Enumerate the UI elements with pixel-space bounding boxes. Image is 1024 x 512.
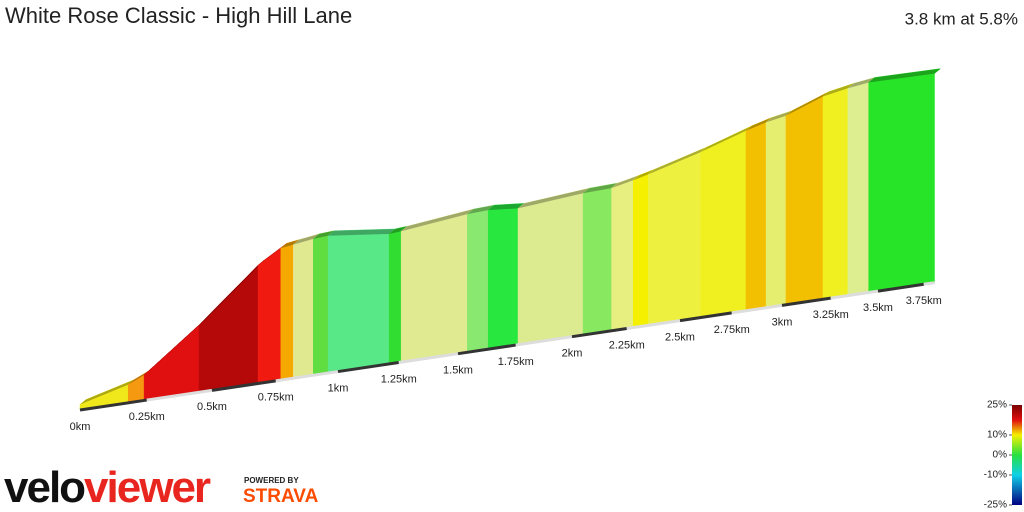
profile-top-shade: [633, 169, 655, 181]
profile-top-shade: [128, 369, 151, 385]
axis-tick: [515, 335, 573, 347]
x-tick-label: 3km: [772, 316, 793, 328]
profile-face: [517, 192, 584, 346]
axis-tick: [211, 379, 276, 392]
x-tick-label: 0.75km: [258, 392, 294, 404]
profile-top-shade: [745, 117, 773, 131]
axis-tick: [679, 311, 732, 323]
chart-title: White Rose Classic - High Hill Lane: [5, 3, 352, 28]
profile-top-shade: [80, 379, 135, 405]
profile-top-shade: [258, 243, 287, 266]
profile-face: [822, 87, 849, 300]
x-tick-label: 0km: [70, 421, 91, 433]
profile-face: [847, 82, 869, 296]
x-tick-label: 1.25km: [381, 373, 417, 385]
profile-top-shade: [583, 183, 618, 194]
axis-tick: [923, 281, 935, 286]
profile-face: [143, 324, 200, 401]
colorbar-label: 10%: [987, 430, 1007, 441]
axis-tick: [877, 282, 924, 293]
colorbar-label: -10%: [984, 470, 1007, 481]
axis-tick: [781, 296, 831, 307]
axis-tick: [337, 361, 399, 374]
profile-top-shade: [313, 230, 335, 239]
colorbar-label: -25%: [984, 500, 1007, 511]
strava: STRAVA: [243, 486, 319, 507]
x-tick-label: 3.25km: [813, 309, 849, 321]
profile-top-shade: [467, 205, 495, 215]
axis-tick: [731, 303, 783, 315]
axis-tick: [457, 343, 516, 356]
logo-velo: velo: [4, 463, 85, 512]
profile-top-shade: [280, 239, 300, 249]
profile-face: [388, 230, 402, 365]
axis-tick: [571, 327, 627, 339]
axis-tick: [275, 370, 339, 383]
x-tick-label: 2km: [562, 348, 583, 360]
profile-top-shade: [611, 175, 640, 189]
profile-face: [313, 235, 329, 376]
profile-face: [632, 174, 649, 328]
colorbar: [1012, 405, 1022, 505]
axis-tick: [398, 352, 459, 364]
profile-face: [293, 238, 314, 379]
axis-tick: [830, 289, 879, 300]
colorbar-label: 25%: [987, 400, 1007, 411]
profile-face: [327, 233, 390, 374]
profile-face: [487, 208, 519, 350]
chart-subtitle: 3.8 km at 5.8%: [905, 9, 1018, 28]
profile-top-shade: [293, 233, 320, 245]
profile-face: [280, 244, 294, 381]
axis-tick: [79, 398, 147, 412]
x-tick-label: 1.75km: [498, 356, 534, 368]
profile-top-shade: [488, 203, 525, 211]
profile-top-shade: [199, 260, 265, 325]
profile-face: [647, 151, 702, 326]
profile-face: [400, 213, 468, 363]
profile-face: [582, 187, 612, 336]
x-tick-label: 3.5km: [863, 302, 893, 314]
profile-top-shade: [847, 77, 875, 89]
x-tick-label: 3.75km: [906, 295, 942, 307]
profile-face: [700, 130, 747, 318]
profile-top-shade: [868, 68, 941, 83]
profile-top-shade: [518, 188, 590, 209]
profile-face: [868, 73, 935, 293]
x-tick-label: 2.5km: [665, 332, 695, 344]
profile-face: [765, 115, 787, 309]
x-tick-label: 1.5km: [443, 365, 473, 377]
profile-top-shade: [144, 319, 206, 375]
x-tick-label: 2.25km: [609, 339, 645, 351]
profile-face: [467, 209, 489, 353]
profile-top-shade: [785, 91, 830, 116]
profile-top: [867, 68, 942, 83]
axis-tick: [146, 388, 213, 402]
profile-face: [198, 264, 259, 393]
profile-top-shade: [389, 226, 408, 234]
x-tick-label: 0.5km: [197, 401, 227, 413]
x-tick-label: 1km: [328, 382, 349, 394]
powered-by: POWERED BY: [244, 476, 299, 485]
profile-top-shade: [328, 228, 396, 236]
profile-top-shade: [823, 83, 854, 97]
profile-top-shade: [700, 125, 752, 153]
axis-tick: [626, 319, 681, 331]
profile-top-shade: [648, 147, 707, 175]
profile-face: [745, 121, 767, 312]
x-tick-label: 2.75km: [714, 324, 750, 336]
profile-top-shade: [766, 110, 792, 123]
logo: veloviewer: [4, 463, 211, 512]
profile-top-shade: [401, 209, 474, 232]
profile-face: [257, 247, 282, 384]
colorbar-label: 0%: [993, 450, 1008, 461]
profile-face: [785, 96, 824, 306]
x-tick-label: 0.25km: [129, 411, 165, 423]
logo-viewer: viewer: [84, 463, 211, 512]
profile-face: [611, 179, 634, 332]
